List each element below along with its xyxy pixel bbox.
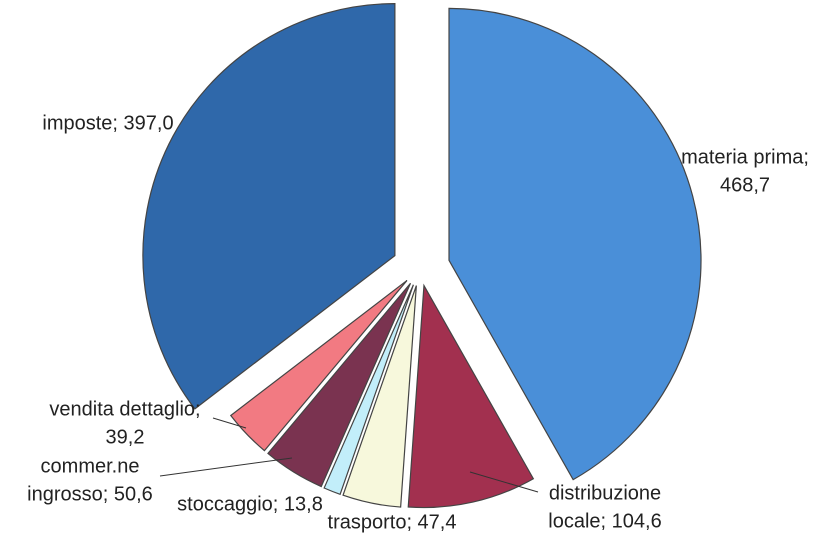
leader-line bbox=[159, 457, 293, 477]
pie-slice bbox=[142, 3, 396, 410]
pie-slice bbox=[407, 283, 535, 509]
data-label: 39,2 bbox=[106, 426, 145, 448]
leader-line bbox=[469, 471, 539, 493]
pie-slice bbox=[323, 284, 414, 496]
data-label: commer.ne bbox=[41, 455, 140, 477]
data-label: distribuzione bbox=[549, 482, 661, 504]
data-label: trasporto; 47,4 bbox=[328, 511, 457, 533]
pie-slice bbox=[342, 285, 417, 508]
data-label: materia prima; bbox=[681, 146, 809, 168]
data-label: ingrosso; 50,6 bbox=[27, 483, 153, 505]
pie-slice bbox=[267, 282, 412, 488]
pie-slice bbox=[229, 279, 408, 452]
leader-line bbox=[212, 417, 247, 429]
data-label: vendita dettaglio; bbox=[49, 398, 200, 420]
data-label: stoccaggio; 13,8 bbox=[177, 493, 323, 515]
data-label: locale; 104,6 bbox=[548, 510, 661, 532]
pie-slice bbox=[448, 7, 702, 481]
data-label: imposte; 397,0 bbox=[42, 112, 173, 134]
data-label: 468,7 bbox=[720, 174, 770, 196]
